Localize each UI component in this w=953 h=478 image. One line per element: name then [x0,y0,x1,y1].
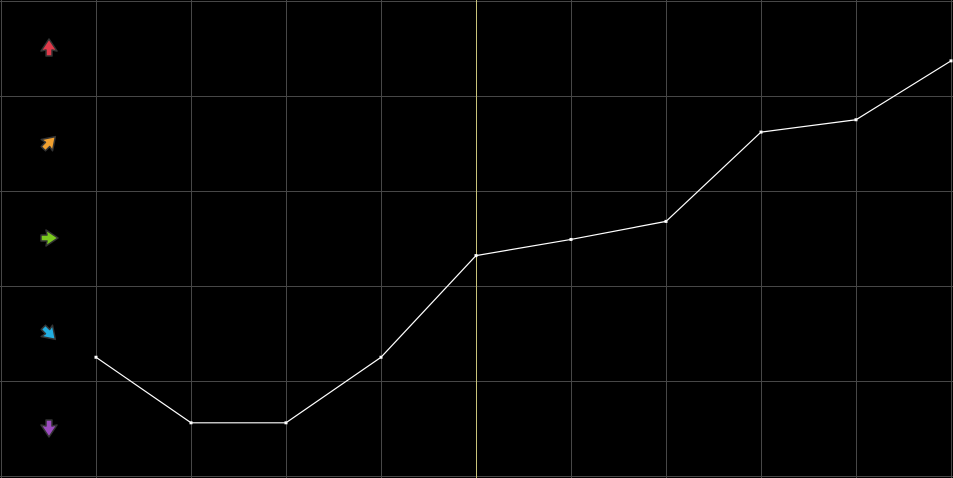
arrow-down-right-icon [40,324,57,341]
data-point [569,237,573,241]
arrow-down-icon [40,419,58,438]
arrow-up-icon [40,38,58,57]
series-line [95,60,952,424]
data-point [94,355,98,359]
data-point [854,118,858,122]
data-point [284,421,288,425]
data-point [379,355,383,359]
arrow-right-icon [40,229,59,247]
data-point [474,254,478,258]
data-point [759,130,763,134]
data-point [189,421,193,425]
data-point [949,59,953,63]
arrow-up-right-icon [40,135,57,152]
data-point [664,219,668,223]
